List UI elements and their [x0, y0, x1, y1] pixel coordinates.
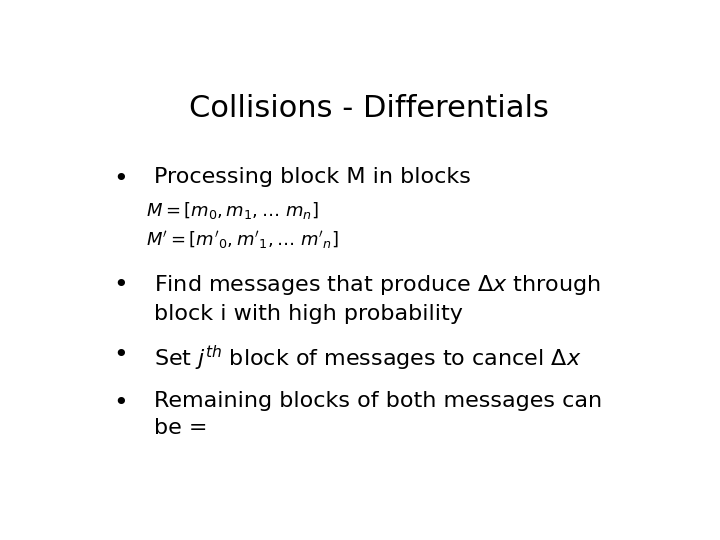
- Text: Processing block M in blocks: Processing block M in blocks: [154, 167, 471, 187]
- Text: $M = [m_0, m_1, \ldots\  m_n]$: $M = [m_0, m_1, \ldots\ m_n]$: [145, 200, 318, 221]
- Text: •: •: [113, 343, 128, 367]
- Text: Set $j^{th}$ block of messages to cancel $\Delta x$: Set $j^{th}$ block of messages to cancel…: [154, 343, 582, 373]
- Text: $M' = [m'_0, m'_1, \ldots\  m'_n]$: $M' = [m'_0, m'_1, \ldots\ m'_n]$: [145, 229, 338, 251]
- Text: •: •: [113, 167, 128, 191]
- Text: Find messages that produce $\Delta x$ through
block i with high probability: Find messages that produce $\Delta x$ th…: [154, 273, 601, 324]
- Text: Collisions - Differentials: Collisions - Differentials: [189, 94, 549, 123]
- Text: •: •: [113, 391, 128, 415]
- Text: Remaining blocks of both messages can
be =: Remaining blocks of both messages can be…: [154, 391, 603, 438]
- Text: •: •: [113, 273, 128, 296]
